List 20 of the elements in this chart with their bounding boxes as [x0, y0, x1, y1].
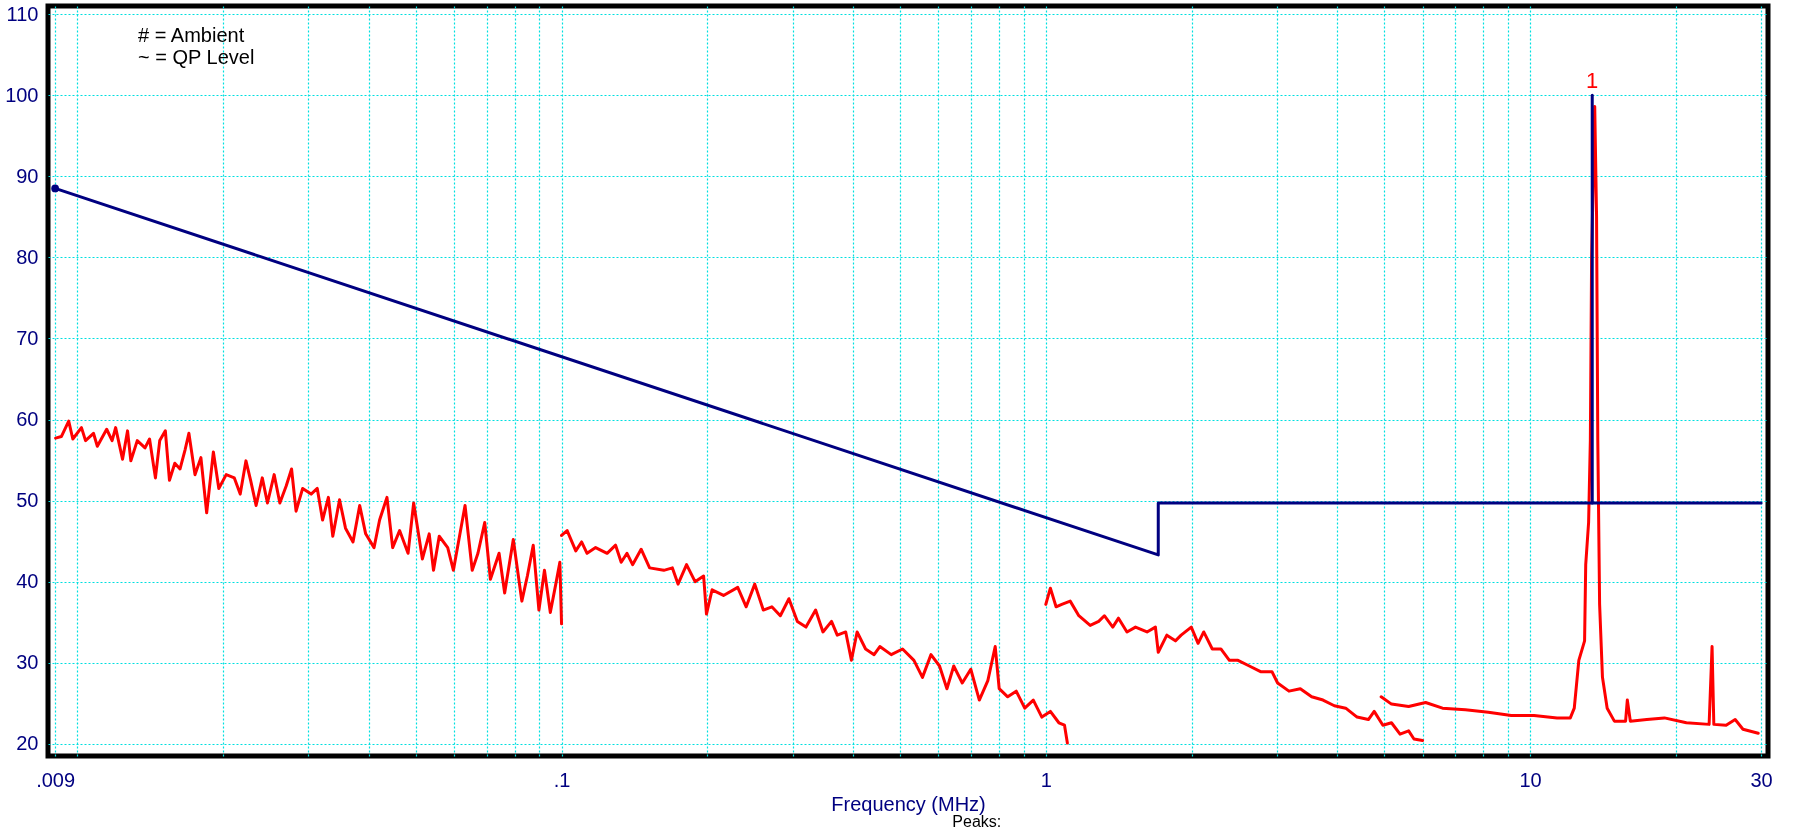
x-axis-title: Frequency (MHz): [831, 792, 986, 815]
y-tick-label: 30: [16, 651, 39, 674]
x-tick-label: .009: [36, 768, 76, 791]
y-tick-label: 60: [16, 408, 39, 431]
y-tick-label: 110: [6, 2, 39, 25]
annotation: 1: [1586, 68, 1599, 94]
y-tick-label: 90: [16, 164, 39, 187]
y-tick-label: 40: [16, 570, 39, 593]
y-tick-label: 100: [5, 83, 39, 106]
x-tick-label: 1: [1040, 768, 1052, 791]
annotation: # = Ambient: [138, 24, 245, 46]
y-tick-label: 20: [16, 732, 39, 755]
x-tick-label: 30: [1750, 768, 1773, 791]
text: Peaks:: [952, 813, 1002, 830]
y-tick-label: 70: [16, 326, 39, 349]
y-tick-label: 50: [16, 489, 39, 512]
annotation: ~ = QP Level: [138, 46, 255, 68]
y-tick-label: 80: [16, 245, 39, 268]
x-tick-label: .1: [553, 768, 571, 791]
x-tick-label: 10: [1519, 768, 1542, 791]
